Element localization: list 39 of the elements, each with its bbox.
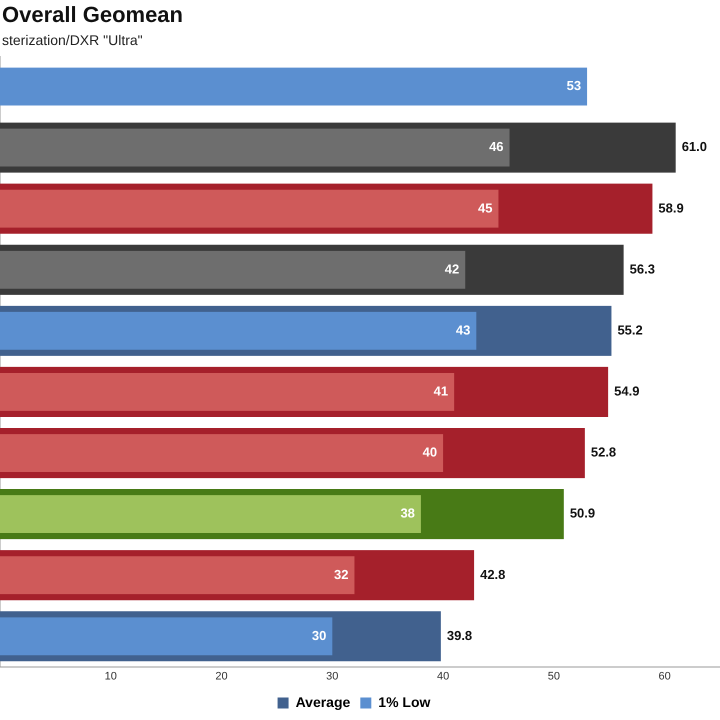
x-tick-label: 10 [104, 670, 117, 682]
data-label: 30 [312, 628, 326, 643]
data-label: 38 [400, 506, 415, 521]
bar [0, 128, 510, 167]
bar [0, 250, 466, 289]
data-label: 42.8 [480, 566, 506, 582]
data-label: 42 [444, 261, 460, 276]
data-label: 61.0 [682, 139, 708, 154]
data-label: 50.9 [570, 506, 596, 521]
data-label: 40 [422, 444, 438, 460]
x-tick-label: 20 [215, 670, 228, 682]
chart-title: Overall Geomean [2, 2, 183, 28]
data-label: 45 [478, 200, 492, 216]
bar [0, 68, 588, 106]
data-label: 54.9 [614, 384, 640, 399]
data-label: 56.3 [630, 261, 655, 276]
data-label: 32 [334, 566, 348, 582]
bar [0, 373, 454, 411]
x-tick-label: 30 [326, 670, 338, 682]
legend-label: Average [296, 694, 351, 710]
data-label: 46 [489, 139, 504, 154]
data-label: 55.2 [617, 322, 643, 338]
x-tick-label: 40 [436, 670, 450, 682]
x-tick-label: 60 [658, 670, 671, 682]
bar [0, 495, 421, 534]
bar [0, 617, 332, 656]
bar [0, 190, 498, 228]
data-label: 43 [456, 322, 470, 338]
bar [0, 556, 354, 594]
data-label: 41 [434, 384, 448, 399]
data-label: 52.8 [590, 444, 616, 460]
bar [0, 312, 476, 350]
data-label: 58.9 [658, 200, 684, 216]
x-tick-label: 50 [548, 670, 560, 682]
data-label: 53 [566, 78, 582, 94]
chart-subtitle: sterization/DXR "Ultra" [2, 32, 143, 48]
bar [0, 434, 444, 472]
legend-label: 1% Low [378, 694, 431, 710]
data-label: 39.8 [446, 628, 472, 643]
